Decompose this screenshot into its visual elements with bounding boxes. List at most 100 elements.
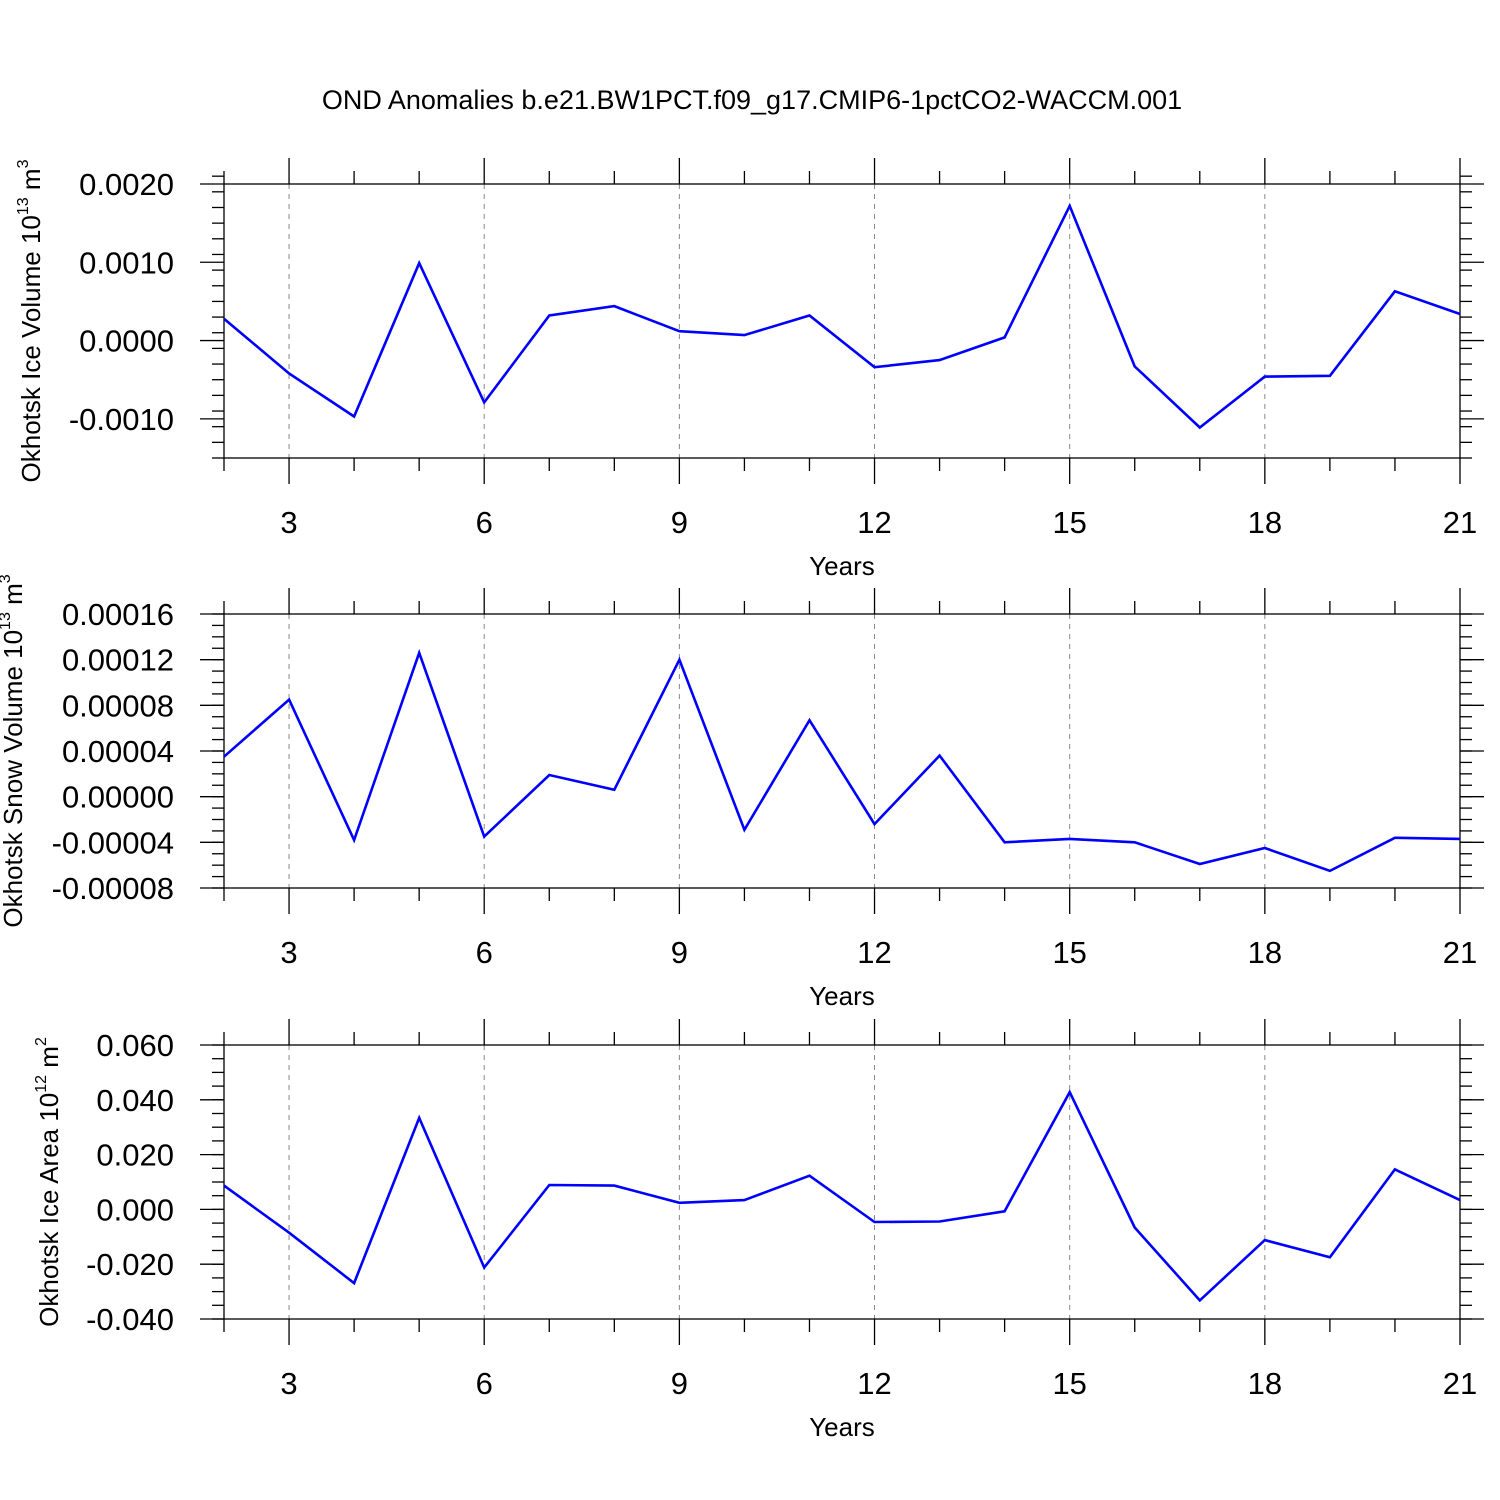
panel-1-data-point-2: [351, 414, 357, 420]
panel-3-y-axis-title-main: Okhotsk Ice Area 10: [34, 1093, 64, 1327]
panel-1-data-point-5: [546, 313, 552, 319]
panel-2-x-tick-label: 12: [857, 935, 891, 970]
panel-1-y-axis-title-main: Okhotsk Ice Volume 10: [16, 215, 46, 482]
panel-3-data-point-10: [872, 1219, 878, 1225]
panel-1-y-axis-title-exp: 13: [15, 197, 32, 215]
panel-3-data-point-15: [1197, 1297, 1203, 1303]
figure-title: OND Anomalies b.e21.BW1PCT.f09_g17.CMIP6…: [322, 85, 1182, 115]
panel-1-y-tick-label: 0.0020: [79, 167, 174, 202]
panel-3-y-tick-label: -0.040: [86, 1302, 174, 1337]
panel-1-data-point-3: [416, 260, 422, 266]
panel-1-data-point-17: [1327, 373, 1333, 379]
panel-3-y-axis-title-exp: 12: [33, 1075, 50, 1093]
panel-1-data-point-19: [1457, 311, 1463, 317]
panel-2-plot-frame: [223, 613, 1461, 889]
chart-panel-1: 0.0020 0.0010 0.0000 -0.0010 3 6 9 12 15 18 21 Year…: [15, 158, 1484, 581]
panel-2-data-point-0: [221, 754, 227, 760]
panel-1-data-point-13: [1067, 203, 1073, 209]
panel-3-y-tick-label: -0.020: [86, 1247, 174, 1282]
panel-3-data-point-18: [1392, 1166, 1398, 1172]
panel-3-x-tick-label: 21: [1443, 1366, 1477, 1401]
panel-1-x-tick-label: 6: [476, 505, 493, 540]
panel-1-x-tick-label: 9: [671, 505, 688, 540]
panel-2-data-point-8: [741, 827, 747, 833]
panel-1-x-tick-label: 18: [1248, 505, 1282, 540]
panel-3-x-axis-title: Years: [809, 1412, 875, 1442]
panel-1-y-axis-title-unit-exp: 3: [15, 159, 32, 168]
panel-2-data-point-1: [286, 697, 292, 703]
panel-3-data-point-11: [937, 1218, 943, 1224]
panel-1-data-point-15: [1197, 424, 1203, 430]
panel-2-y-tick-label: 0.00016: [62, 597, 174, 632]
panel-3-data-point-3: [416, 1115, 422, 1121]
panel-1-x-tick-label: 21: [1443, 505, 1477, 540]
panel-2-data-point-7: [676, 657, 682, 663]
panel-2-data-point-19: [1457, 836, 1463, 842]
panel-1-data-point-10: [872, 364, 878, 370]
panel-3-x-tick-label: 18: [1248, 1366, 1282, 1401]
panel-2-data-point-4: [481, 834, 487, 840]
panel-3-y-tick-label: 0.060: [96, 1028, 174, 1063]
panel-3-y-axis-title-unit-exp: 2: [33, 1037, 50, 1046]
panel-3-data-point-17: [1327, 1254, 1333, 1260]
panel-1-data-point-8: [741, 332, 747, 338]
chart-panel-2: 0.00016 0.00012 0.00008 0.00004 0.00000 -0.00…: [0, 574, 1484, 1011]
panel-3-data-point-19: [1457, 1197, 1463, 1203]
panel-2-data-point-15: [1197, 861, 1203, 867]
panel-1-series-line: [223, 202, 1461, 430]
panel-2-y-tick-label: 0.00012: [62, 643, 174, 678]
panel-1-data-point-11: [937, 357, 943, 363]
panel-1-y-axis-title-unit: m: [16, 168, 46, 197]
panel-1-y-tick-label: 0.0010: [79, 245, 174, 280]
panel-2-data-point-11: [937, 753, 943, 759]
panel-3-data-point-8: [741, 1197, 747, 1203]
panel-1-x-tick-label: 12: [857, 505, 891, 540]
panel-1-data-point-9: [806, 313, 812, 319]
panel-3-y-tick-label: 0.040: [96, 1083, 174, 1118]
panel-3-x-tick-label: 15: [1052, 1366, 1086, 1401]
panel-3-data-point-6: [611, 1183, 617, 1189]
panel-2-x-tick-label: 18: [1248, 935, 1282, 970]
panel-3-data-point-2: [351, 1280, 357, 1286]
chart-panel-3: 0.060 0.040 0.020 0.000 -0.020 -0.040 3 6 9 12 15 1…: [33, 1019, 1484, 1442]
panel-2-data-point-10: [872, 821, 878, 827]
panel-2-y-axis-title: Okhotsk Snow Volume 1013 m3: [0, 574, 28, 927]
panel-1-data-point-16: [1262, 374, 1268, 380]
panel-3-data-point-16: [1262, 1237, 1268, 1243]
panel-2-data-point-16: [1262, 845, 1268, 851]
panel-1-plot-frame: [223, 183, 1461, 459]
panel-2-data-point-9: [806, 717, 812, 723]
panel-2-data-point-3: [416, 650, 422, 656]
panel-2-data-point-12: [1002, 839, 1008, 845]
panel-2-y-tick-label: -0.00008: [52, 871, 174, 906]
panel-3-x-tick-label: 3: [280, 1366, 297, 1401]
panel-2-y-axis-title-exp: 13: [0, 612, 14, 630]
panel-2-x-tick-label: 9: [671, 935, 688, 970]
panel-3-series-line: [223, 1089, 1461, 1303]
panel-2-series-line: [223, 648, 1461, 873]
panel-1-x-axis-title: Years: [809, 551, 875, 581]
panel-1-y-tick-label: -0.0010: [69, 402, 174, 437]
panel-2-y-tick-label: 0.00008: [62, 688, 174, 723]
panel-2-y-tick-label: 0.00000: [62, 780, 174, 815]
panel-2-y-tick-label: -0.00004: [52, 825, 174, 860]
panel-3-data-point-9: [806, 1173, 812, 1179]
panel-3-data-point-7: [676, 1200, 682, 1206]
panel-2-y-axis-title-unit-exp: 3: [0, 574, 14, 583]
panel-1-y-tick-label: 0.0000: [79, 324, 174, 359]
panel-3-x-tick-label: 12: [857, 1366, 891, 1401]
panel-2-data-point-2: [351, 837, 357, 843]
panel-2-data-point-14: [1132, 839, 1138, 845]
panel-1-data-point-18: [1392, 288, 1398, 294]
panel-3-data-point-13: [1067, 1089, 1073, 1095]
panel-2-data-point-5: [546, 772, 552, 778]
panel-3-x-tick-label: 9: [671, 1366, 688, 1401]
panel-1-x-tick-label: 3: [280, 505, 297, 540]
panel-1-data-point-0: [221, 316, 227, 322]
panel-1-x-tick-label: 15: [1052, 505, 1086, 540]
panel-3-x-tick-label: 6: [476, 1366, 493, 1401]
panel-3-y-axis-title-unit: m: [34, 1046, 64, 1075]
panel-2-y-axis-title-unit: m: [0, 583, 28, 612]
panel-3-data-point-4: [481, 1264, 487, 1270]
